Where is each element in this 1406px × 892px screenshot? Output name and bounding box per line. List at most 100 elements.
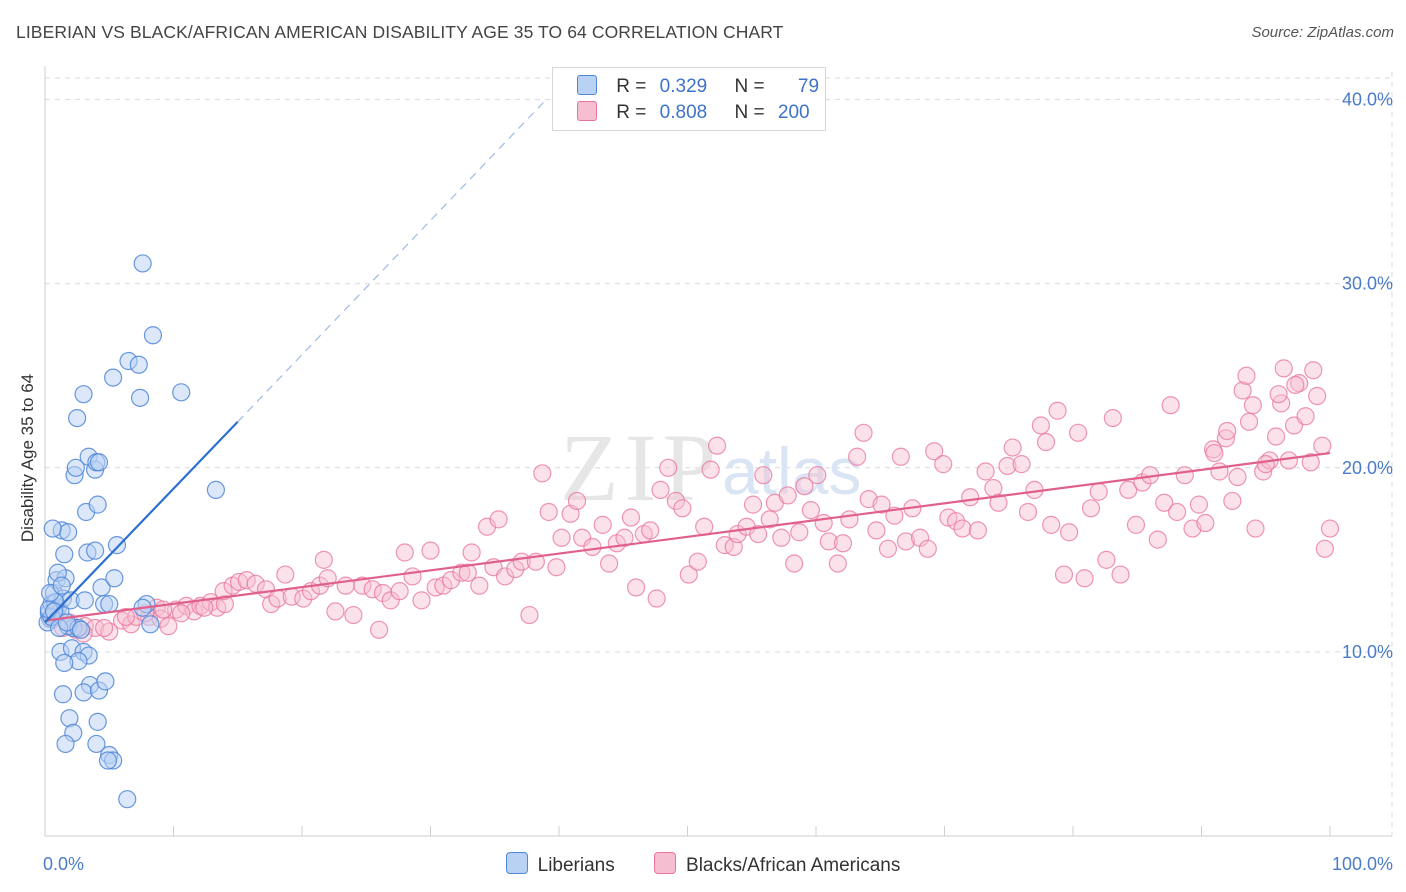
data-point-blacks [215,594,234,614]
data-point-blacks [1031,416,1050,435]
data-point-blacks [934,455,953,474]
data-point-blacks [452,563,471,582]
data-point-blacks [462,543,481,562]
data-point-blacks [754,466,773,485]
data-point-blacks [237,571,256,590]
data-point-blacks [878,539,898,558]
data-point-blacks [801,501,820,520]
data-point-blacks [808,466,827,485]
data-point-blacks [370,620,389,639]
data-point-blacks [195,598,214,617]
data-point-blacks [848,447,867,466]
legend-r-value: 0.808 [659,102,708,123]
data-point-blacks [1313,436,1332,455]
data-point-blacks [1205,443,1224,463]
y-tick-label: 10.0% [1342,642,1393,662]
data-point-blacks [1003,438,1022,457]
data-point-blacks [1304,361,1323,380]
data-point-blacks [116,607,136,627]
data-point-blacks [1081,499,1101,518]
data-point-blacks [1243,396,1263,415]
data-point-blacks [583,537,602,557]
data-point-liberians [118,790,137,809]
data-point-blacks [395,543,414,562]
blacks-legend-swatch [654,852,677,874]
data-point-blacks [1175,466,1194,485]
data-point-blacks [470,576,489,595]
data-point-blacks [828,554,847,573]
data-point-blacks [1036,432,1056,452]
data-point-liberians [74,683,93,702]
data-point-blacks [707,436,727,455]
data-point-blacks [976,462,995,481]
data-point-blacks [1042,515,1061,534]
data-point-blacks [412,591,431,610]
data-point-liberians [68,409,87,428]
data-point-blacks [896,532,916,551]
data-point-liberians [55,545,74,564]
data-point-blacks [1210,462,1229,481]
y-axis-title: Disability Age 35 to 64 [18,374,37,542]
data-point-blacks [743,495,763,514]
blacks-swatch [577,101,597,121]
zipatlas-watermark: ZIP atlas [560,414,861,521]
series-blacks-points [43,359,1340,643]
data-point-blacks [1089,482,1108,501]
data-point-blacks [533,464,552,483]
data-point-blacks [1012,455,1031,474]
watermark-atlas: atlas [722,434,861,508]
data-point-liberians [59,523,78,542]
data-point-liberians [172,383,191,402]
data-point-blacks [715,536,734,555]
data-point-blacks [1239,412,1259,431]
data-point-blacks [659,458,678,477]
data-point-liberians [66,458,85,477]
data-point-blacks [961,488,980,507]
legend-label-blacks: Blacks/African Americans [686,855,901,876]
y-tick-label: 40.0% [1342,90,1393,110]
legend-label-liberians: Liberians [537,855,615,876]
data-point-blacks [1233,381,1252,400]
data-point-blacks [539,502,558,522]
liberians-swatch [577,75,597,95]
data-point-blacks [785,554,804,573]
data-point-liberians [88,712,107,731]
data-point-blacks [1075,569,1094,588]
data-point-blacks [441,571,461,590]
data-point-blacks [1126,515,1146,534]
data-point-blacks [647,589,666,608]
data-point-blacks [495,567,515,586]
data-point-liberians [55,653,74,673]
trendline-liberians [44,421,239,624]
data-point-liberians [206,480,226,499]
data-point-blacks [867,521,886,540]
data-point-blacks [1308,386,1327,406]
data-point-blacks [214,582,233,601]
data-point-blacks [1254,462,1273,481]
data-point-blacks [651,480,670,499]
data-point-blacks [1228,467,1247,487]
data-point-blacks [1048,401,1067,420]
data-point-blacks [1060,523,1079,542]
data-point-blacks [1237,366,1256,385]
data-point-blacks [778,486,797,505]
data-point-blacks [1274,359,1293,378]
data-point-liberians [98,751,118,770]
data-point-liberians [71,620,91,639]
data-point-blacks [1266,427,1286,446]
data-point-blacks [1018,502,1038,522]
data-point-blacks [701,460,720,479]
data-point-liberians [130,388,150,407]
data-point-liberians [53,685,73,704]
data-point-blacks [621,508,641,527]
data-point-blacks [1301,453,1320,472]
data-point-blacks [641,521,660,540]
data-point-liberians [89,453,109,472]
data-point-liberians [105,569,124,588]
data-point-blacks [1148,530,1167,549]
data-point-blacks [749,524,768,544]
x-tick-label: 100.0% [1332,854,1393,874]
series-liberians-points [38,254,226,809]
trendline-liberians-extension [237,99,547,423]
correlation-legend: R = 0.329 N = 79 R = 0.808 N = 200 [552,67,826,131]
